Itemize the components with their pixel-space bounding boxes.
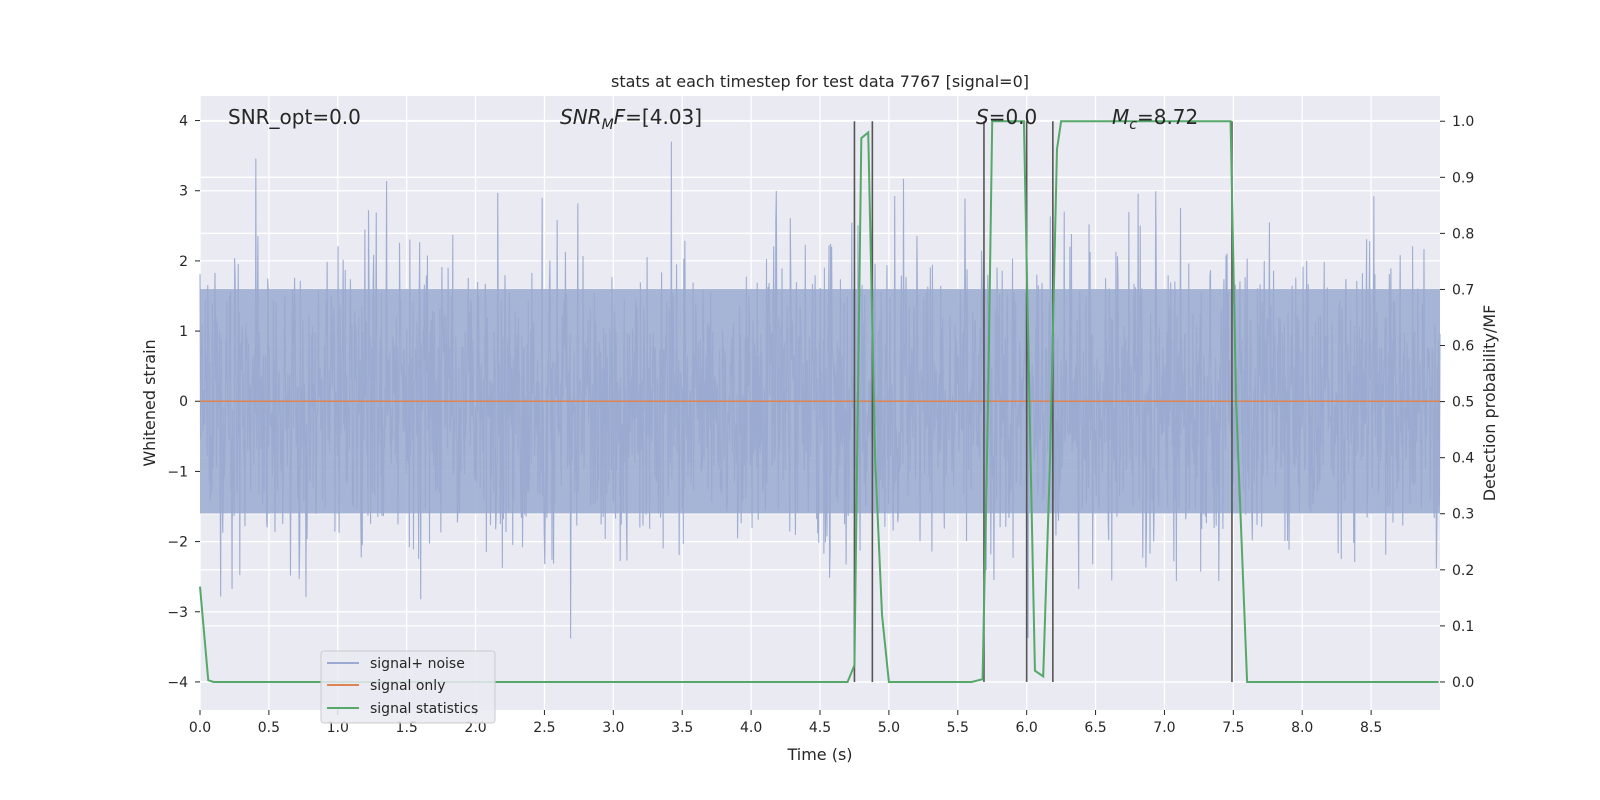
legend-label-signal-noise: signal+ noise: [370, 656, 465, 672]
legend-box: [320, 650, 496, 724]
y-tick-label-5: 1: [179, 324, 188, 340]
chart-title: stats at each timestep for test data 776…: [611, 72, 1029, 91]
legend: signal+ noise signal only signal statist…: [320, 650, 496, 724]
legend-label-signal-statistics: signal statistics: [370, 701, 478, 717]
y2-tick-label-6: 0.6: [1452, 339, 1474, 355]
y2-tick-label-1: 0.1: [1452, 619, 1474, 635]
x-tick-label-8: 4.0: [740, 720, 762, 736]
annotation-s: S=0.0: [976, 105, 1037, 129]
y2-tick-label-0: 0.0: [1452, 675, 1474, 691]
y2-tick-label-5: 0.5: [1452, 395, 1474, 411]
x-tick-label-13: 6.5: [1084, 720, 1106, 736]
y-axis-label: Whitened strain: [140, 339, 159, 466]
x-tick-label-16: 8.0: [1291, 720, 1313, 736]
y-tick-label-7: 3: [179, 184, 188, 200]
x-tick-label-5: 2.5: [533, 720, 555, 736]
x-tick-label-4: 2.0: [464, 720, 486, 736]
x-tick-label-3: 1.5: [396, 720, 418, 736]
y-tick-label-4: 0: [179, 394, 188, 410]
x-tick-label-9: 4.5: [809, 720, 831, 736]
x-tick-label-6: 3.0: [602, 720, 624, 736]
y2-tick-label-2: 0.2: [1452, 563, 1474, 579]
annotation-mc: Mc=8.72: [1112, 105, 1198, 133]
annotation-snr-opt: SNR_opt=0.0: [228, 105, 361, 129]
x-tick-label-12: 6.0: [1016, 720, 1038, 736]
annotation-snr-mf: SNRMF=[4.03]: [560, 105, 702, 133]
y2-tick-label-8: 0.8: [1452, 226, 1474, 242]
series-signal-statistics: [199, 120, 1439, 683]
y-tick-label-8: 4: [179, 114, 188, 130]
signal-statistics-line: [199, 120, 1439, 683]
y-tick-label-1: −3: [167, 605, 188, 621]
y-tick-label-0: −4: [167, 675, 188, 691]
x-tick-label-0: 0.0: [189, 720, 211, 736]
x-axis-label: Time (s): [786, 745, 852, 764]
axis-ticks: 0.0 0.5 1.0 1.5 2.0 2.5 3.0 3.5 4.0 4.5 5.0 5.5 6.0 6…: [167, 114, 1474, 736]
y2-tick-label-7: 0.7: [1452, 282, 1474, 298]
x-tick-label-2: 1.0: [327, 720, 349, 736]
y2-axis-label: Detection probability/MF: [1480, 305, 1499, 502]
noise-trace: [199, 141, 1441, 639]
x-tick-label-1: 0.5: [258, 720, 280, 736]
x-tick-label-10: 5.0: [878, 720, 900, 736]
x-tick-label-7: 3.5: [671, 720, 693, 736]
y2-tick-label-9: 0.9: [1452, 170, 1474, 186]
legend-label-signal-only: signal only: [370, 678, 445, 694]
y-tick-label-3: −1: [167, 464, 188, 480]
x-tick-label-14: 7.0: [1153, 720, 1175, 736]
x-tick-label-15: 7.5: [1222, 720, 1244, 736]
x-tick-label-17: 8.5: [1360, 720, 1382, 736]
y2-tick-label-3: 0.3: [1452, 507, 1474, 523]
y2-tick-label-4: 0.4: [1452, 451, 1474, 467]
x-tick-label-11: 5.5: [947, 720, 969, 736]
y2-tick-label-10: 1.0: [1452, 114, 1474, 130]
y-tick-label-6: 2: [179, 254, 188, 270]
y-tick-label-2: −2: [167, 535, 188, 551]
